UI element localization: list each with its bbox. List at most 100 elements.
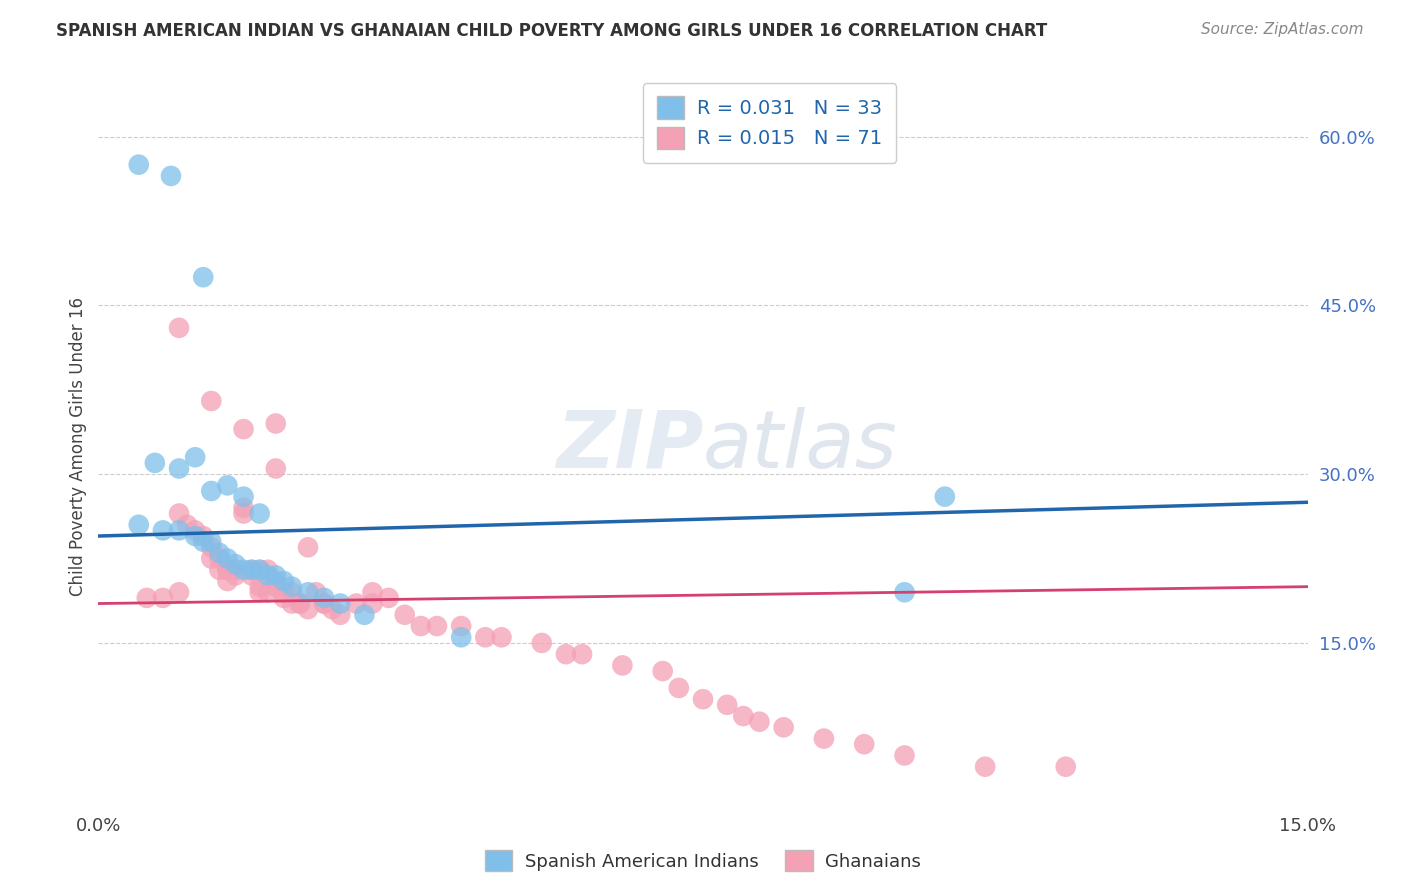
Point bbox=[249, 563, 271, 577]
Point bbox=[314, 591, 336, 605]
Point bbox=[193, 529, 215, 543]
Point bbox=[264, 461, 287, 475]
Point bbox=[167, 507, 190, 521]
Point bbox=[232, 500, 254, 515]
Point bbox=[612, 658, 634, 673]
Point bbox=[974, 760, 997, 774]
Point bbox=[128, 158, 150, 172]
Point bbox=[353, 607, 375, 622]
Point bbox=[716, 698, 738, 712]
Point bbox=[193, 534, 215, 549]
Point bbox=[200, 541, 222, 555]
Point bbox=[297, 585, 319, 599]
Point bbox=[217, 551, 239, 566]
Point bbox=[288, 597, 311, 611]
Point bbox=[281, 580, 304, 594]
Point bbox=[160, 169, 183, 183]
Point bbox=[668, 681, 690, 695]
Point bbox=[273, 591, 295, 605]
Point bbox=[314, 597, 336, 611]
Point bbox=[217, 478, 239, 492]
Point bbox=[232, 490, 254, 504]
Point bbox=[409, 619, 432, 633]
Point bbox=[329, 597, 352, 611]
Point bbox=[344, 597, 367, 611]
Point bbox=[361, 585, 384, 599]
Point bbox=[530, 636, 553, 650]
Point bbox=[167, 524, 190, 538]
Point bbox=[128, 517, 150, 532]
Point bbox=[224, 568, 246, 582]
Point bbox=[853, 737, 876, 751]
Point bbox=[651, 664, 673, 678]
Point bbox=[200, 551, 222, 566]
Point bbox=[240, 563, 263, 577]
Point bbox=[934, 490, 956, 504]
Text: SPANISH AMERICAN INDIAN VS GHANAIAN CHILD POVERTY AMONG GIRLS UNDER 16 CORRELATI: SPANISH AMERICAN INDIAN VS GHANAIAN CHIL… bbox=[56, 22, 1047, 40]
Point bbox=[256, 563, 278, 577]
Point bbox=[232, 422, 254, 436]
Point bbox=[273, 585, 295, 599]
Point bbox=[224, 563, 246, 577]
Point bbox=[240, 568, 263, 582]
Point bbox=[232, 563, 254, 577]
Point bbox=[152, 591, 174, 605]
Point bbox=[208, 546, 231, 560]
Point bbox=[200, 534, 222, 549]
Point bbox=[281, 585, 304, 599]
Point bbox=[748, 714, 770, 729]
Point bbox=[232, 507, 254, 521]
Point bbox=[893, 585, 915, 599]
Point bbox=[281, 597, 304, 611]
Point bbox=[377, 591, 399, 605]
Point bbox=[426, 619, 449, 633]
Point bbox=[200, 483, 222, 498]
Point bbox=[450, 630, 472, 644]
Point bbox=[184, 524, 207, 538]
Point bbox=[305, 585, 328, 599]
Point bbox=[249, 580, 271, 594]
Point bbox=[361, 597, 384, 611]
Point bbox=[273, 574, 295, 588]
Point bbox=[264, 568, 287, 582]
Point bbox=[176, 517, 198, 532]
Point bbox=[264, 574, 287, 588]
Legend: Spanish American Indians, Ghanaians: Spanish American Indians, Ghanaians bbox=[478, 843, 928, 879]
Point bbox=[329, 607, 352, 622]
Point bbox=[240, 563, 263, 577]
Point bbox=[217, 563, 239, 577]
Point bbox=[772, 720, 794, 734]
Point bbox=[321, 602, 343, 616]
Point bbox=[314, 597, 336, 611]
Point bbox=[224, 557, 246, 571]
Point bbox=[264, 580, 287, 594]
Point bbox=[249, 507, 271, 521]
Point bbox=[571, 647, 593, 661]
Point bbox=[491, 630, 513, 644]
Legend: R = 0.031   N = 33, R = 0.015   N = 71: R = 0.031 N = 33, R = 0.015 N = 71 bbox=[643, 83, 896, 162]
Y-axis label: Child Poverty Among Girls Under 16: Child Poverty Among Girls Under 16 bbox=[69, 296, 87, 596]
Point bbox=[394, 607, 416, 622]
Point bbox=[208, 551, 231, 566]
Point bbox=[264, 417, 287, 431]
Point bbox=[450, 619, 472, 633]
Point bbox=[288, 597, 311, 611]
Point bbox=[143, 456, 166, 470]
Text: Source: ZipAtlas.com: Source: ZipAtlas.com bbox=[1201, 22, 1364, 37]
Text: atlas: atlas bbox=[703, 407, 898, 485]
Point bbox=[167, 585, 190, 599]
Point bbox=[217, 574, 239, 588]
Point bbox=[167, 461, 190, 475]
Point bbox=[184, 450, 207, 465]
Point bbox=[256, 585, 278, 599]
Point bbox=[208, 563, 231, 577]
Point bbox=[692, 692, 714, 706]
Point bbox=[297, 541, 319, 555]
Point bbox=[893, 748, 915, 763]
Point bbox=[249, 563, 271, 577]
Point bbox=[217, 563, 239, 577]
Point bbox=[555, 647, 578, 661]
Point bbox=[1054, 760, 1077, 774]
Point bbox=[184, 529, 207, 543]
Point bbox=[474, 630, 496, 644]
